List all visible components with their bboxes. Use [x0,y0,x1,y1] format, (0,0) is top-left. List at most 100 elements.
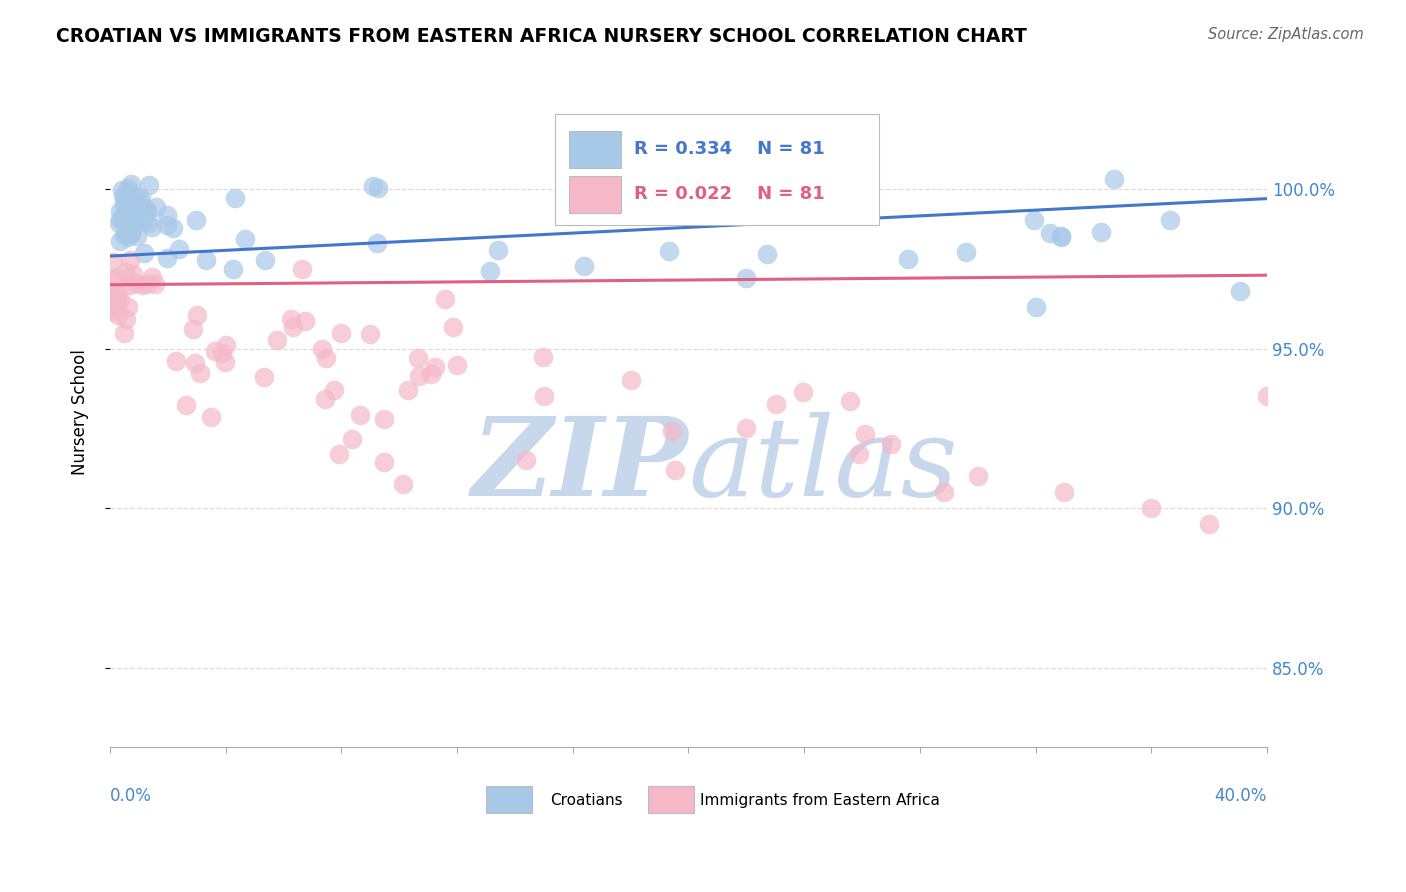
Point [118,227,141,241]
Point [118,206,141,220]
Point [765,397,787,411]
Point [125,190,148,204]
Point [101,254,124,268]
Point [129,194,152,209]
Point [1159,212,1181,227]
Point [773,166,796,180]
Point [1256,389,1278,403]
Point [200,409,222,424]
Point [966,469,988,483]
Point [124,277,146,291]
Point [1025,300,1047,314]
Point [122,267,145,281]
Point [111,183,134,197]
Point [531,351,554,365]
Point [145,200,167,214]
Point [233,231,256,245]
Point [156,208,179,222]
Point [373,412,395,426]
Point [572,259,595,273]
Point [1198,516,1220,531]
Point [114,265,136,279]
Point [105,299,128,313]
Point [128,213,150,227]
Point [134,245,156,260]
Point [124,197,146,211]
Point [141,219,163,234]
Bar [569,131,621,168]
Point [107,308,129,322]
Point [253,253,276,268]
Point [112,326,135,340]
Point [932,484,955,499]
Bar [486,786,533,813]
Point [848,447,870,461]
Point [281,320,304,334]
Point [366,235,388,250]
Point [117,181,139,195]
Point [1053,485,1076,500]
Point [515,453,537,467]
Point [314,392,336,406]
Point [104,290,127,304]
Point [1090,226,1112,240]
Point [391,476,413,491]
Text: ZIP: ZIP [472,412,689,520]
Point [755,247,778,261]
Point [1022,213,1045,227]
Point [120,205,142,219]
Point [897,252,920,267]
Point [359,326,381,341]
Point [118,227,141,241]
Point [107,285,129,300]
Point [117,198,139,212]
Point [121,210,143,224]
Point [103,271,125,285]
Point [118,196,141,211]
Point [423,359,446,374]
Point [955,244,977,259]
Point [141,269,163,284]
Point [108,211,131,226]
Point [121,198,143,212]
Point [122,202,145,216]
Point [108,293,131,307]
Point [735,271,758,285]
Point [117,229,139,244]
Point [156,219,179,233]
Point [127,228,149,243]
Point [117,300,139,314]
Point [107,271,129,285]
Point [294,313,316,327]
Point [105,293,128,308]
Point [108,216,131,230]
Point [129,191,152,205]
Point [661,424,683,438]
Point [112,213,135,227]
Point [120,252,142,267]
Text: 40.0%: 40.0% [1215,788,1267,805]
Text: R = 0.022    N = 81: R = 0.022 N = 81 [634,185,825,203]
Point [1039,226,1062,240]
Point [214,338,236,352]
Point [112,196,135,211]
Point [373,454,395,468]
Point [156,251,179,265]
Text: Croatians: Croatians [550,793,623,808]
Point [222,261,245,276]
Point [112,228,135,243]
Point [111,189,134,203]
Point [266,333,288,347]
Point [361,178,384,193]
Point [792,385,814,400]
Point [839,393,862,408]
Point [479,264,502,278]
Point [136,277,159,292]
Point [735,421,758,435]
Point [311,342,333,356]
Point [211,346,233,360]
Point [253,370,276,384]
Y-axis label: Nursery School: Nursery School [72,350,89,475]
Point [184,356,207,370]
Point [120,177,142,191]
